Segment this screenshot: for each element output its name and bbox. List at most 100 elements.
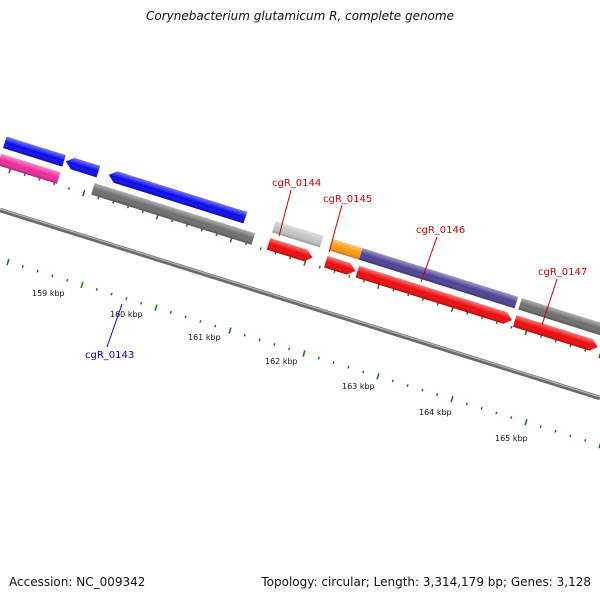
- inner-ring-tick: [569, 434, 572, 438]
- gene-label-cgR_0144[interactable]: cgR_0144: [272, 178, 321, 189]
- gene-purple-cgR_0146[interactable]: [358, 248, 519, 309]
- inner-ring-tick: [140, 301, 143, 305]
- genome-summary-text: Topology: circular; Length: 3,314,179 bp…: [261, 575, 591, 589]
- outer-ring-tick: [407, 293, 410, 297]
- inner-ring-tick: [376, 373, 380, 380]
- inner-ring-tick: [450, 395, 454, 403]
- outer-ring-tick: [333, 270, 336, 274]
- inner-ring-tick: [154, 304, 158, 312]
- outer-ring-tick: [539, 335, 543, 338]
- outer-ring-tick: [421, 298, 425, 301]
- inner-ring-tick: [21, 265, 24, 269]
- gene-red-small-1[interactable]: [266, 238, 314, 263]
- inner-ring-tick: [465, 402, 468, 406]
- outer-ring-tick: [598, 352, 600, 359]
- scale-label-162: 162 kbp: [265, 357, 298, 366]
- inner-ring-tick: [362, 370, 365, 374]
- gene-label-cgR_0145[interactable]: cgR_0145: [323, 194, 372, 205]
- outer-ring-tick: [23, 173, 26, 177]
- outer-ring-tick: [259, 247, 262, 251]
- outer-ring-tick: [244, 242, 248, 246]
- gene-gray-cgR_0143[interactable]: [91, 183, 256, 245]
- outer-ring-tick: [274, 251, 277, 255]
- outer-ring-tick: [82, 189, 86, 197]
- inner-ring-tick: [302, 350, 306, 357]
- inner-ring-tick: [436, 393, 439, 397]
- outer-ring-tick: [466, 311, 469, 315]
- inner-ring-tick: [66, 278, 69, 282]
- inner-ring-tick: [36, 269, 39, 273]
- outer-ring-tick: [67, 187, 71, 190]
- inner-ring-tick: [110, 292, 113, 296]
- inner-ring-tick: [125, 297, 128, 301]
- inner-ring-tick: [80, 281, 84, 289]
- inner-tick-ring: [6, 258, 600, 449]
- outer-ring-tick: [584, 348, 587, 352]
- inner-ring-tick: [347, 365, 350, 369]
- scale-label-163: 163 kbp: [342, 382, 375, 391]
- accession-text: Accession: NC_009342: [9, 575, 146, 589]
- outer-ring-tick: [362, 279, 366, 283]
- inner-ring-tick: [391, 379, 394, 383]
- inner-ring-tick: [584, 438, 587, 442]
- inner-ring-tick: [184, 315, 187, 319]
- outer-ring-tick: [392, 288, 395, 292]
- inner-ring-tick: [288, 347, 291, 351]
- inner-ring-tick: [421, 388, 424, 392]
- outer-ring-tick: [289, 256, 292, 260]
- inner-ring-tick: [243, 333, 246, 337]
- outer-ring-tick: [141, 210, 144, 214]
- scale-label-164: 164 kbp: [419, 408, 452, 417]
- inner-ring-tick: [524, 418, 528, 426]
- outer-ring-tick: [185, 224, 189, 227]
- gene-orange-cgR_0145[interactable]: [329, 238, 363, 260]
- outer-ring-tick: [436, 302, 439, 306]
- inner-ring-tick: [273, 342, 276, 346]
- outer-ring-tick: [510, 325, 513, 329]
- inner-ring-tick: [554, 429, 557, 433]
- gene-red-large-1[interactable]: [355, 265, 514, 326]
- inner-ring-tick: [214, 324, 217, 328]
- scale-label-160: 160 kbp: [110, 310, 143, 319]
- inner-ring-tick: [539, 425, 542, 429]
- inner-ring-tick: [510, 416, 513, 420]
- map-title: Corynebacterium glutamicum R, complete g…: [146, 9, 454, 23]
- gene-light-gray-cgR_0144[interactable]: [272, 220, 324, 248]
- inner-ring-tick: [332, 361, 335, 365]
- gene-pink-left-fragment[interactable]: [0, 153, 61, 184]
- inner-ring-tick: [51, 274, 54, 278]
- gene-red-large-2[interactable]: [512, 315, 600, 352]
- inner-ring-tick: [317, 356, 320, 360]
- inner-ring-tick: [258, 338, 261, 342]
- gene-blue-reverse-large[interactable]: [107, 169, 248, 224]
- inner-ring-tick: [6, 258, 10, 266]
- inner-ring-tick: [95, 287, 98, 291]
- gene-blue-reverse-small[interactable]: [64, 156, 101, 178]
- label-leaders: [106, 189, 558, 348]
- gene-label-cgR_0143[interactable]: cgR_0143: [85, 350, 134, 361]
- inner-ring-tick: [406, 384, 409, 388]
- outer-ring-tick: [318, 265, 321, 269]
- gene-label-cgR_0146[interactable]: cgR_0146: [416, 225, 465, 236]
- inner-ring-tick: [480, 406, 483, 410]
- gene-gray-cgR_0147[interactable]: [518, 298, 600, 337]
- genome-backbone: [0, 207, 600, 401]
- gene-blue-left-fragment[interactable]: [3, 136, 66, 167]
- outer-ring-tick: [348, 274, 351, 278]
- outer-ring-tick: [215, 233, 218, 237]
- inner-ring-tick: [228, 327, 232, 334]
- inner-ring-tick: [199, 319, 202, 323]
- outer-ring-tick: [480, 316, 484, 320]
- outer-ring-tick: [554, 339, 557, 343]
- gene-label-cgR_0147[interactable]: cgR_0147: [538, 267, 587, 278]
- outer-ring-tick: [569, 344, 572, 348]
- inner-ring-tick: [598, 442, 600, 449]
- scale-label-159: 159 kbp: [32, 289, 65, 298]
- inner-ring-tick: [495, 411, 498, 415]
- gene-red-small-2[interactable]: [324, 256, 357, 277]
- outer-ring-tick: [495, 321, 498, 325]
- inner-ring-tick: [169, 310, 172, 314]
- outer-ring-tick: [126, 205, 130, 209]
- scale-label-161: 161 kbp: [188, 333, 221, 342]
